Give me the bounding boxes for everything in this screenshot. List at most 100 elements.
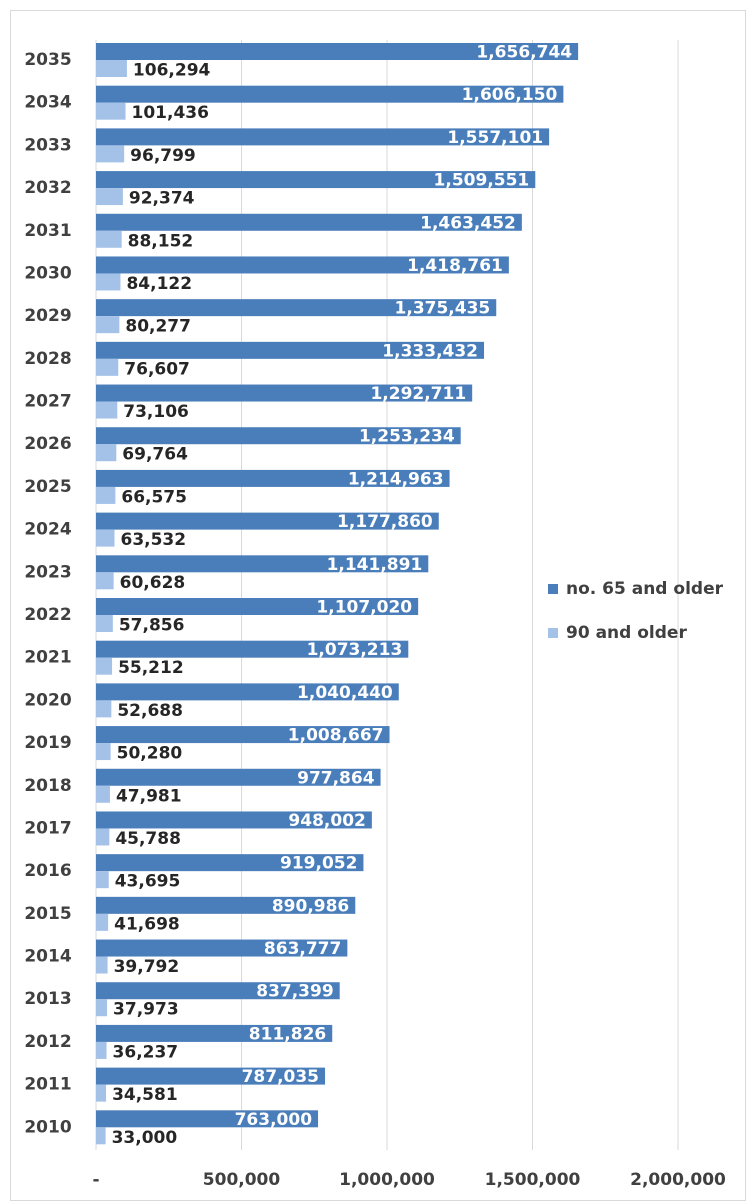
data-label: 1,557,101	[447, 128, 543, 148]
y-tick-label: 2022	[24, 605, 71, 625]
data-label: 73,106	[123, 402, 189, 422]
bar	[96, 555, 429, 573]
bar	[96, 128, 550, 146]
y-tick-label: 2014	[24, 947, 71, 967]
bar	[96, 401, 118, 419]
bar	[96, 529, 115, 547]
data-label: 763,000	[235, 1110, 313, 1130]
bar	[96, 444, 117, 462]
y-tick-label: 2011	[24, 1075, 71, 1095]
y-tick-label: 2010	[24, 1117, 71, 1137]
x-tick-label: 500,000	[203, 1170, 281, 1190]
y-tick-label: 2013	[24, 989, 71, 1009]
y-tick-label: 2015	[24, 904, 71, 924]
bar	[96, 341, 485, 359]
x-tick-label: 1,500,000	[485, 1170, 581, 1190]
data-label: 60,628	[120, 573, 186, 593]
y-tick-label: 2025	[24, 477, 71, 497]
data-label: 101,436	[132, 103, 209, 123]
bar	[96, 871, 109, 889]
legend-label: no. 65 and older	[566, 579, 724, 599]
bar	[96, 213, 522, 231]
y-tick-label: 2012	[24, 1032, 71, 1052]
bar	[96, 1067, 326, 1085]
y-tick-label: 2017	[24, 818, 71, 838]
data-label: 948,002	[288, 811, 365, 831]
bar	[96, 512, 439, 530]
bar	[96, 384, 473, 402]
data-label: 80,277	[125, 317, 191, 337]
bar	[96, 358, 119, 376]
data-label: 1,463,452	[420, 213, 516, 233]
y-tick-label: 2027	[24, 392, 71, 412]
data-label: 1,177,860	[337, 512, 433, 532]
bar	[96, 43, 579, 60]
data-label: 36,237	[113, 1042, 179, 1062]
bar	[96, 982, 340, 1000]
bar	[96, 273, 121, 291]
bar	[96, 768, 381, 786]
bar	[96, 615, 113, 632]
data-label: 977,864	[297, 768, 375, 788]
bar	[96, 1084, 107, 1102]
bar	[96, 1041, 107, 1059]
data-label: 1,107,020	[316, 598, 412, 618]
bar	[96, 85, 564, 103]
bar	[96, 939, 348, 957]
y-tick-label: 2018	[24, 776, 71, 796]
bar	[96, 145, 125, 163]
data-label: 47,981	[116, 786, 182, 806]
data-label: 96,799	[130, 146, 196, 166]
bar	[96, 1110, 319, 1128]
data-label: 811,826	[249, 1024, 326, 1044]
data-label: 33,000	[112, 1128, 178, 1148]
y-tick-label: 2032	[24, 178, 71, 198]
data-label: 837,399	[256, 982, 333, 1002]
data-label: 1,606,150	[462, 85, 558, 105]
legend-label: 90 and older	[566, 623, 687, 643]
y-tick-label: 2031	[24, 221, 71, 241]
data-label: 1,214,963	[348, 469, 444, 489]
bar	[96, 102, 126, 120]
legend-swatch	[548, 628, 558, 638]
bar	[96, 572, 114, 590]
bar	[96, 171, 536, 189]
bar	[96, 299, 497, 317]
data-label: 57,856	[119, 616, 185, 636]
data-label: 1,073,213	[307, 640, 403, 660]
data-label: 66,575	[121, 487, 187, 507]
data-label: 37,973	[113, 1000, 179, 1020]
y-tick-label: 2024	[24, 520, 71, 540]
bar	[96, 230, 122, 248]
data-label: 92,374	[129, 189, 195, 209]
data-label: 41,698	[114, 914, 180, 934]
bar	[96, 743, 111, 761]
bar	[96, 811, 372, 829]
data-label: 39,792	[114, 957, 180, 977]
bar	[96, 828, 110, 846]
x-tick-label: 2,000,000	[630, 1170, 726, 1190]
y-tick-label: 2020	[24, 690, 71, 710]
data-label: 76,607	[124, 359, 190, 379]
bar	[96, 188, 123, 206]
data-label: 63,532	[120, 530, 186, 550]
data-label: 1,253,234	[359, 427, 455, 447]
legend-swatch	[548, 584, 558, 594]
data-label: 55,212	[118, 658, 184, 678]
data-label: 84,122	[126, 274, 192, 294]
data-label: 34,581	[112, 1085, 178, 1105]
y-tick-label: 2021	[24, 648, 71, 668]
bar	[96, 683, 399, 701]
bar	[96, 1127, 106, 1145]
data-label: 69,764	[122, 445, 188, 465]
y-tick-label: 2029	[24, 306, 71, 326]
bar	[96, 469, 450, 487]
y-tick-label: 2028	[24, 349, 71, 369]
bar	[96, 726, 390, 744]
data-label: 43,695	[115, 872, 181, 892]
bar	[96, 657, 113, 675]
bar	[96, 700, 112, 718]
data-label: 1,375,435	[395, 299, 491, 319]
bar	[96, 956, 108, 974]
